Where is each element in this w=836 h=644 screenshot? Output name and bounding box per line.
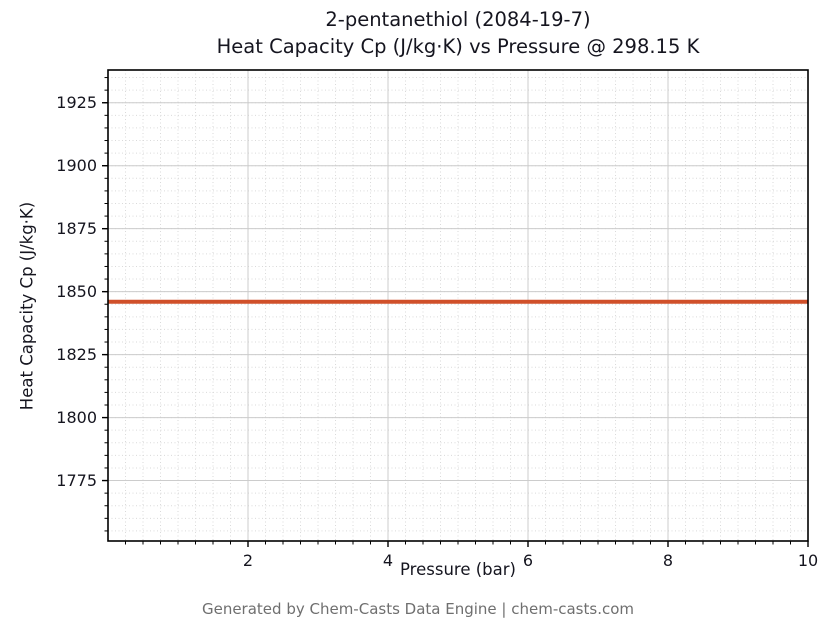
attribution-text: Generated by Chem-Casts Data Engine | ch… xyxy=(201,600,635,618)
chart-title-line1: 2-pentanethiol (2084-19-7) xyxy=(325,8,591,31)
x-tick-label: 6 xyxy=(523,551,533,570)
axis-ticks xyxy=(102,77,809,547)
y-tick-label: 1775 xyxy=(56,471,97,490)
x-tick-label: 4 xyxy=(383,551,393,570)
grid-major xyxy=(108,70,809,541)
y-tick-label: 1850 xyxy=(56,282,97,301)
x-tick-label: 2 xyxy=(243,551,253,570)
y-tick-label: 1825 xyxy=(56,345,97,364)
grid-minor xyxy=(108,70,808,541)
x-axis-label: Pressure (bar) xyxy=(400,560,516,579)
tick-labels: 2 4 6 8 10 1775 1800 1825 1850 1875 1900 1925 xyxy=(56,93,818,570)
x-tick-label: 8 xyxy=(663,551,673,570)
x-tick-label: 10 xyxy=(798,551,818,570)
chart-title-line2: Heat Capacity Cp (J/kg·K) vs Pressure @ … xyxy=(216,34,700,58)
y-tick-label: 1900 xyxy=(56,156,97,175)
y-tick-label: 1925 xyxy=(56,93,97,112)
plot-frame xyxy=(107,69,809,542)
chart-title: 2-pentanethiol (2084-19-7) Heat Capacity… xyxy=(108,7,808,61)
y-tick-label: 1875 xyxy=(56,219,97,238)
y-tick-label: 1800 xyxy=(56,408,97,427)
y-axis-label: Heat Capacity Cp (J/kg·K) xyxy=(17,201,37,411)
